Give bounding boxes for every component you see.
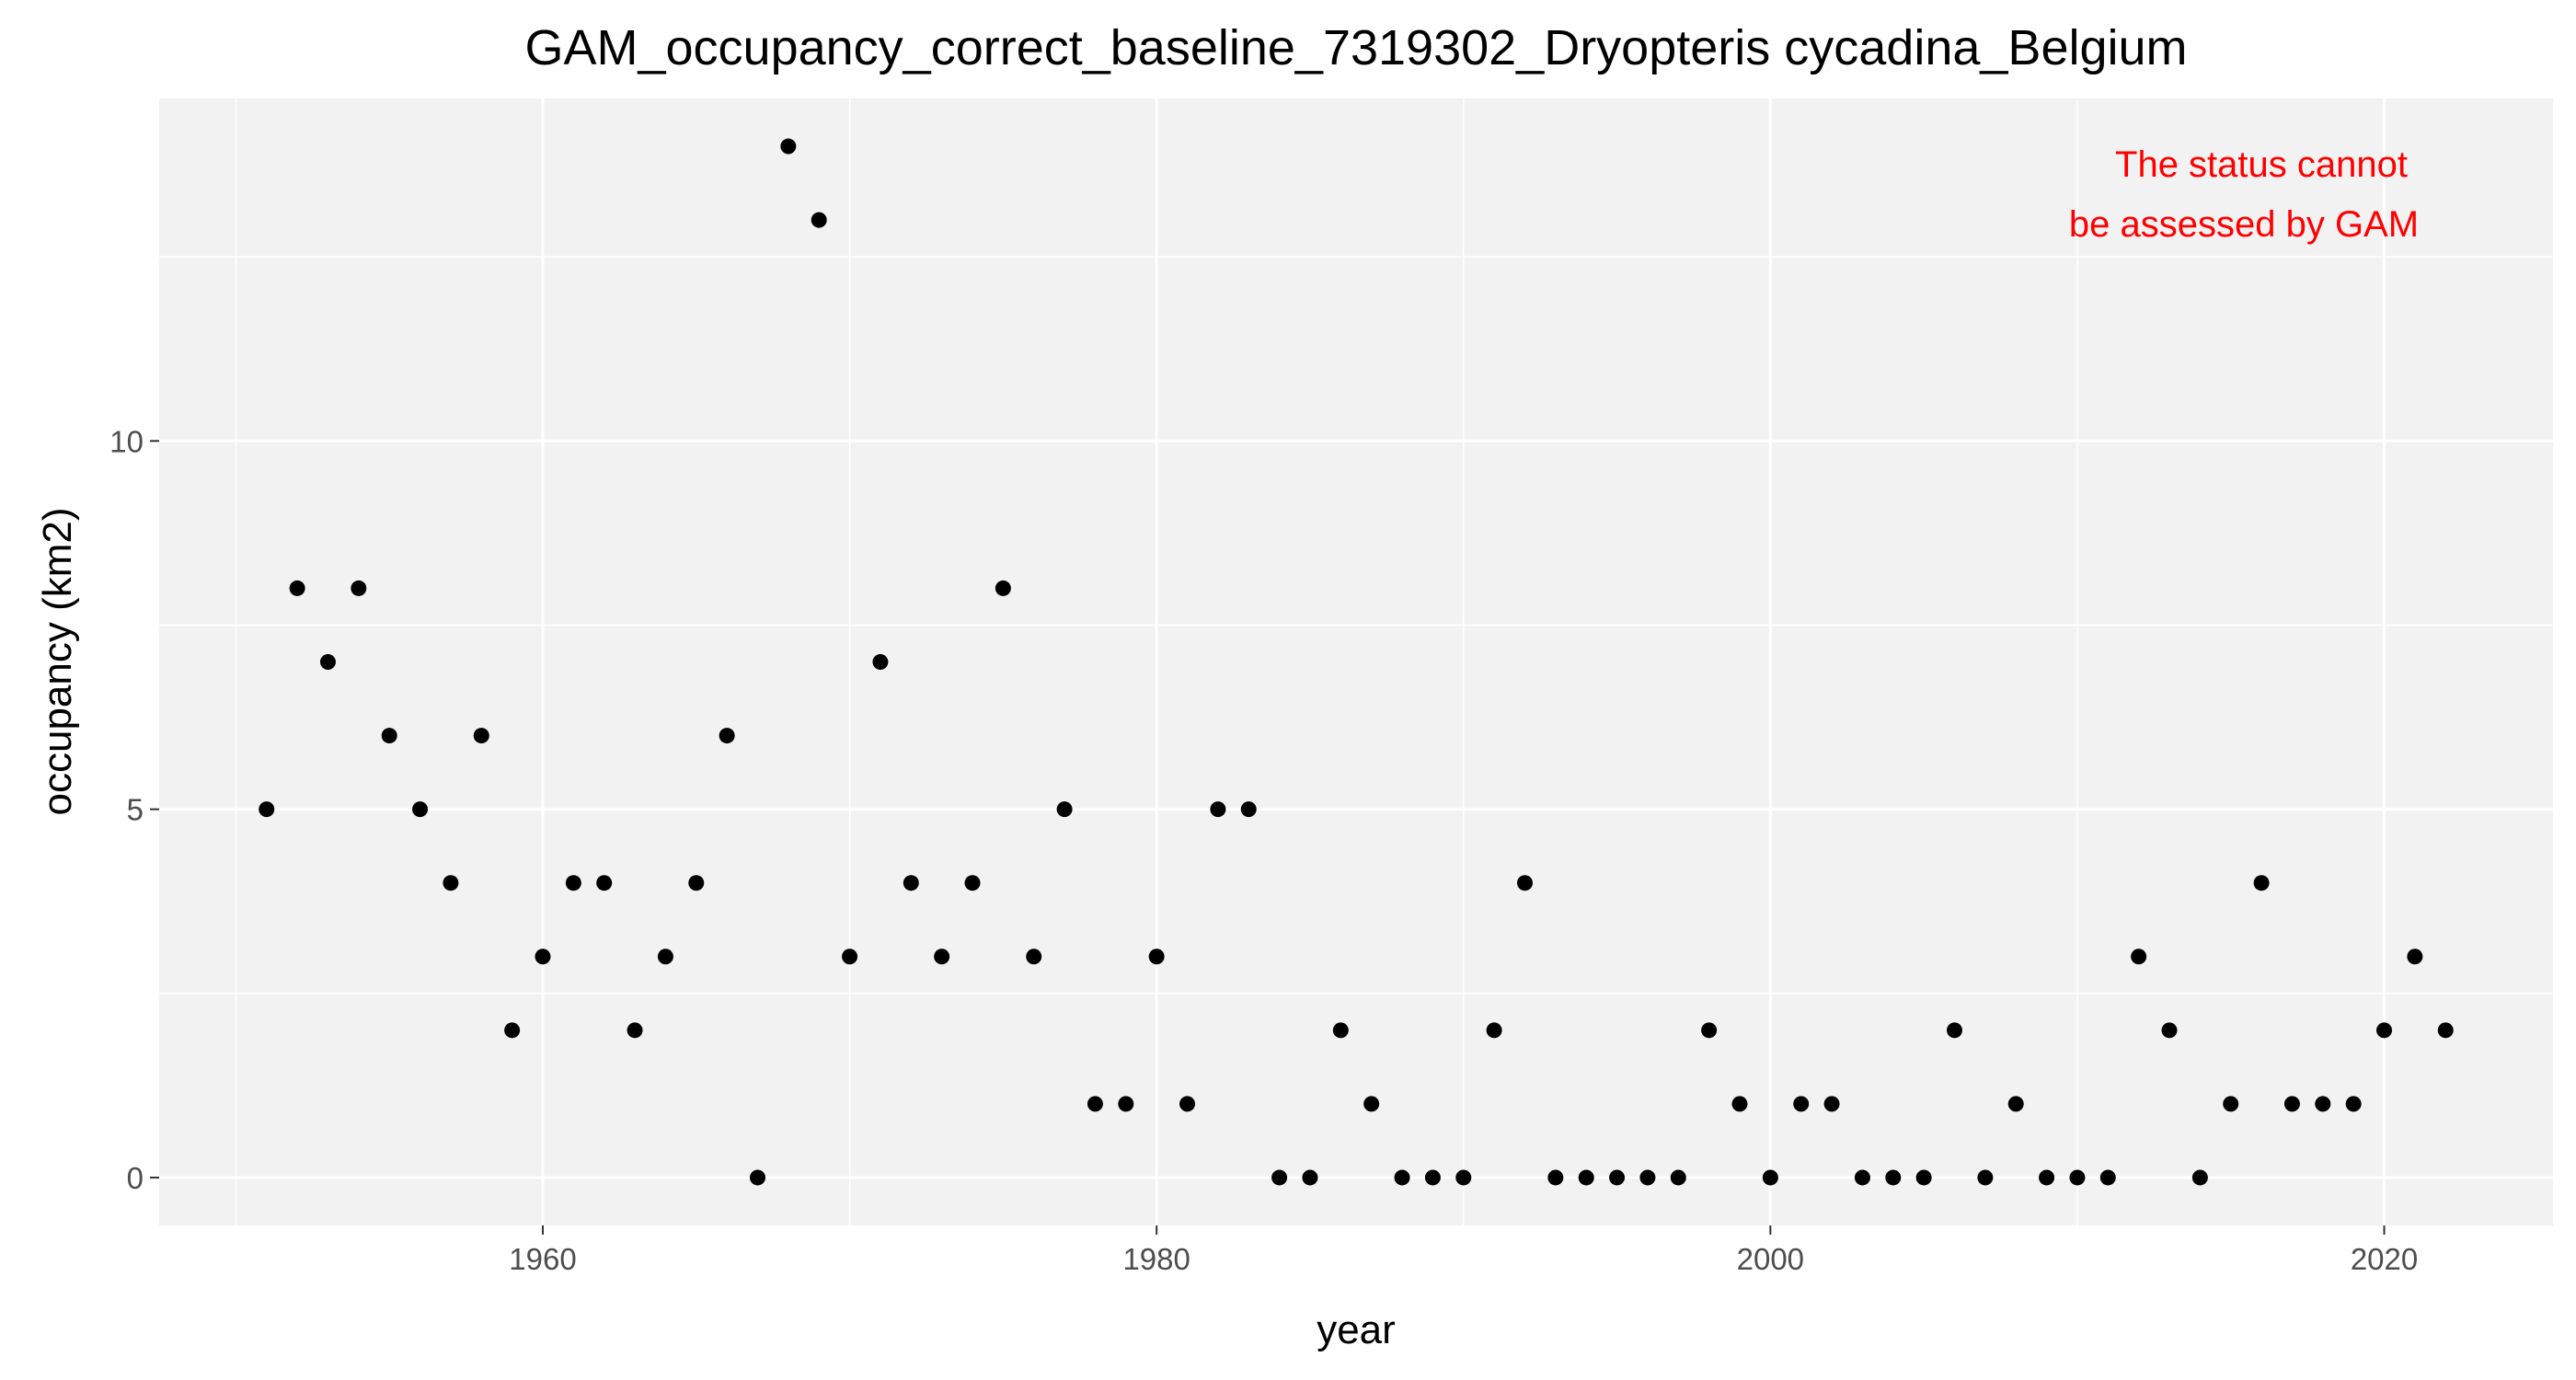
x-tick-label: 2000 [1737,1242,1804,1276]
data-point [596,875,613,891]
annotation-line-1: The status cannot [2115,144,2408,185]
data-point [1486,1022,1502,1039]
data-point [1670,1169,1686,1186]
data-point [1179,1096,1196,1112]
data-point [2437,1022,2454,1039]
x-axis-title: year [1317,1307,1396,1352]
data-point [719,728,735,744]
data-point [2099,1169,2116,1186]
data-point [2191,1169,2208,1186]
data-point [289,580,305,596]
data-point [1854,1169,1870,1186]
data-point [259,801,275,818]
data-point [688,875,705,891]
data-point [1915,1169,1932,1186]
major-gridlines [159,98,2553,1225]
data-point [780,138,797,155]
data-point [1148,949,1165,965]
annotation-line-2: be assessed by GAM [2069,204,2419,245]
data-point [1947,1022,1962,1039]
data-point [1332,1022,1349,1039]
data-point [504,1022,521,1039]
chart-title: GAM_occupancy_correct_baseline_7319302_D… [524,20,2187,75]
data-point [381,728,397,744]
data-point [2407,949,2423,965]
data-point [1578,1169,1594,1186]
data-point [351,580,367,596]
data-point [1762,1169,1778,1186]
x-tick-label: 1980 [1122,1242,1190,1276]
data-point [2283,1096,2300,1112]
data-point [1394,1169,1410,1186]
data-point [903,875,919,891]
y-axis-ticks: 0 5 10 [109,424,159,1195]
data-points [259,138,2454,1186]
data-point [2131,949,2147,965]
data-point [2345,1096,2362,1112]
data-point [1639,1169,1656,1186]
plot-panel [159,98,2553,1225]
data-point [2007,1096,2024,1112]
data-point [1424,1169,1441,1186]
y-tick-label: 0 [127,1161,144,1195]
data-point [964,875,981,891]
data-point [995,580,1011,596]
status-annotation: The status cannot be assessed by GAM [2069,144,2419,245]
data-point [1210,801,1226,818]
data-point [1977,1169,1994,1186]
y-axis-title: occupancy (km2) [35,507,80,815]
y-tick-label: 5 [127,793,144,827]
data-point [1609,1169,1626,1186]
data-point [473,728,489,744]
data-point [1026,949,1042,965]
data-point [2069,1169,2086,1186]
data-point [1823,1096,1840,1112]
data-point [2315,1096,2331,1112]
data-point [565,875,581,891]
data-point [842,949,858,965]
data-point [811,212,827,228]
data-point [2161,1022,2178,1039]
data-point [627,1022,643,1039]
data-point [750,1169,765,1186]
data-point [872,654,889,670]
data-point [1731,1096,1748,1112]
data-point [535,949,551,965]
data-point [1455,1169,1472,1186]
y-tick-label: 10 [109,424,144,458]
data-point [1271,1169,1288,1186]
data-point [1516,875,1533,891]
x-tick-label: 2020 [2351,1242,2418,1276]
x-axis-ticks: 1960 1980 2000 2020 [509,1225,2418,1276]
data-point [443,875,459,891]
data-point [657,949,673,965]
data-point [1056,801,1073,818]
data-point [1701,1022,1718,1039]
data-point [1793,1096,1810,1112]
data-point [2253,875,2270,891]
data-point [1885,1169,1902,1186]
data-point [2039,1169,2055,1186]
x-tick-label: 1960 [509,1242,576,1276]
data-point [1118,1096,1134,1112]
data-point [2376,1022,2393,1039]
data-point [1087,1096,1103,1112]
data-point [1240,801,1257,818]
data-point [1547,1169,1564,1186]
minor-gridlines [159,98,2553,1225]
data-point [934,949,950,965]
data-point [412,801,429,818]
data-point [319,654,336,670]
data-point [1302,1169,1318,1186]
data-point [1363,1096,1380,1112]
data-point [2223,1096,2239,1112]
